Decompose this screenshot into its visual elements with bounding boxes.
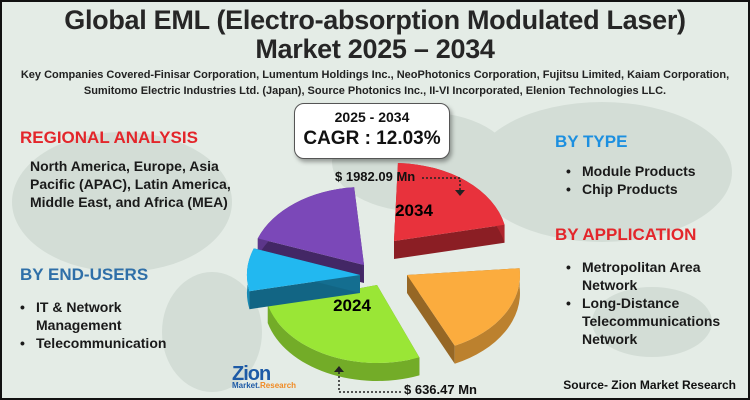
leader-2024	[338, 372, 402, 393]
arrow-up-icon	[334, 366, 344, 372]
list-item: Metropolitan Area Network	[564, 258, 748, 294]
pie-slice-side	[407, 275, 455, 364]
end-users-list: IT & Network Management Telecommunicatio…	[18, 298, 178, 352]
by-type-list: Module Products Chip Products	[564, 162, 744, 198]
pie-slice-blue	[246, 248, 360, 292]
pie-slice-edge	[454, 268, 520, 364]
key-companies: Key Companies Covered-Finisar Corporatio…	[20, 69, 730, 97]
title-line-2: Market 2025 – 2034	[255, 34, 495, 64]
zion-logo: Zion Market.Research	[232, 363, 297, 390]
cagr-period: 2025 - 2034	[334, 109, 410, 125]
label-2034: 2034	[395, 201, 433, 220]
cagr-box: 2025 - 2034 CAGR : 12.03%	[294, 103, 450, 159]
list-item: Telecommunication	[18, 334, 178, 352]
pie-slice-red	[394, 163, 505, 241]
pie-slice-side	[394, 224, 505, 259]
end-users-heading: BY END-USERS	[20, 265, 149, 284]
by-application-list: Metropolitan Area Network Long-Distance …	[564, 258, 748, 348]
list-item: Module Products	[564, 162, 744, 180]
source-label: Source- Zion Market Research	[563, 378, 736, 392]
pie-slice-purple	[257, 187, 364, 265]
label-2024: 2024	[333, 296, 371, 315]
regional-text: North America, Europe, Asia Pacific (APA…	[30, 158, 231, 210]
arrow-down-icon	[455, 190, 465, 196]
regional-heading: REGIONAL ANALYSIS	[20, 128, 198, 147]
leader-2034	[422, 177, 461, 192]
title-line-1: Global EML (Electro-absorption Modulated…	[64, 5, 686, 35]
pie-slice-orange	[407, 268, 520, 346]
pie-slice-edge	[267, 305, 420, 381]
by-type-heading: BY TYPE	[555, 132, 628, 151]
list-item: Chip Products	[564, 180, 744, 198]
page-title: Global EML (Electro-absorption Modulated…	[2, 6, 748, 64]
value-2024: $ 636.47 Mn	[404, 382, 477, 397]
value-2034: $ 1982.09 Mn	[335, 169, 416, 184]
pie-slice-green	[267, 285, 420, 363]
cagr-value: CAGR : 12.03%	[303, 128, 441, 149]
list-item: IT & Network Management	[18, 298, 178, 334]
by-application-heading: BY APPLICATION	[555, 225, 697, 244]
list-item: Long-Distance Telecommunications Network	[564, 294, 748, 348]
